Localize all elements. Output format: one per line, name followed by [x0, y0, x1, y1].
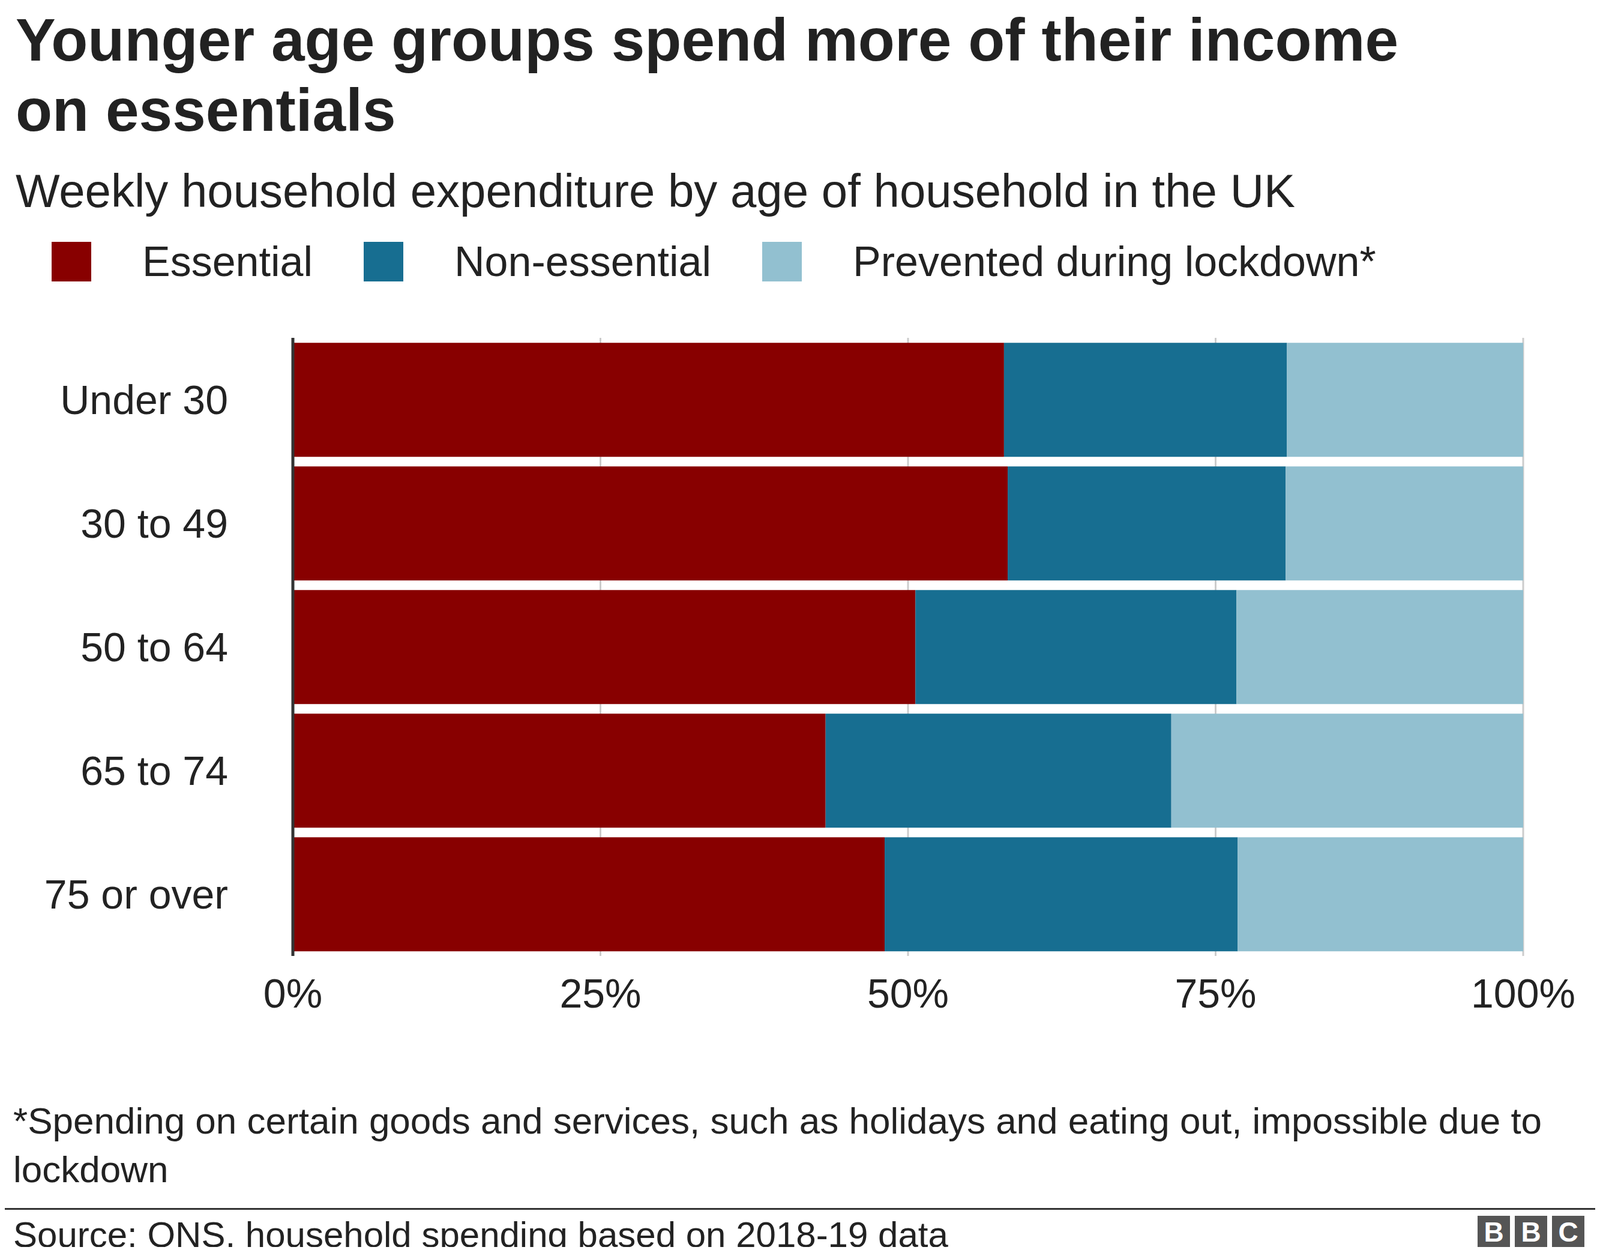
- svg-text:50 to 64: 50 to 64: [80, 624, 229, 670]
- svg-text:65 to 74: 65 to 74: [80, 747, 229, 794]
- svg-text:30 to 49: 30 to 49: [80, 500, 229, 547]
- svg-text:75%: 75%: [1174, 970, 1257, 1017]
- svg-text:75 or over: 75 or over: [44, 871, 229, 918]
- html-text:Prevented during lockdown*: Prevented during lockdown*: [852, 238, 1376, 286]
- html-text:Essential: Essential: [142, 238, 313, 286]
- html-text:Non-essential: Non-essential: [454, 238, 712, 286]
- html-text:*Spending on certain goods and: *Spending on certain goods and services,…: [13, 1100, 1542, 1190]
- html-text:Younger age groups spend more: Younger age groups spend more of their i…: [15, 6, 1399, 144]
- svg-text:Under 30: Under 30: [60, 376, 229, 423]
- svg-text:50%: 50%: [867, 970, 949, 1017]
- svg-text:0%: 0%: [263, 970, 323, 1017]
- html-text:B: B: [1521, 1216, 1541, 1248]
- svg-text:25%: 25%: [559, 970, 641, 1017]
- html-text:B: B: [1483, 1216, 1504, 1248]
- svg-text:100%: 100%: [1470, 970, 1576, 1017]
- html-text:Weekly household expenditure b: Weekly household expenditure by age of h…: [15, 164, 1296, 218]
- html-text:C: C: [1558, 1216, 1579, 1248]
